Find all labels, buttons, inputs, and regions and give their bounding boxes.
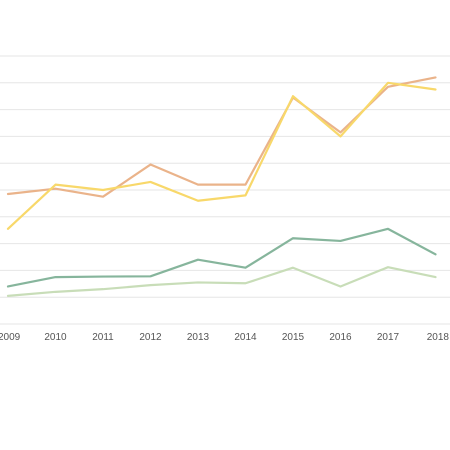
series-line-3 <box>6 266 437 297</box>
series-line-2 <box>6 227 437 288</box>
x-tick-label: 2018 <box>427 332 450 343</box>
series-lines <box>6 76 437 297</box>
x-tick-label: 2017 <box>377 332 400 343</box>
x-tick-label: 2015 <box>282 332 305 343</box>
series-0 <box>6 76 437 198</box>
x-axis-ticks: 2009 2010 2011 2012 2013 2014 2015 2016 2017 2018 <box>0 332 449 343</box>
series-3 <box>6 266 437 297</box>
gridlines <box>0 55 450 325</box>
series-line-0 <box>6 76 437 198</box>
series-line-1 <box>6 81 437 230</box>
x-tick-label: 2016 <box>329 332 352 343</box>
series-2 <box>6 227 437 288</box>
x-tick-label: 2010 <box>44 332 67 343</box>
x-tick-label: 2012 <box>139 332 162 343</box>
x-tick-label: 2009 <box>0 332 21 343</box>
series-1 <box>6 81 437 230</box>
x-tick-label: 2013 <box>187 332 210 343</box>
x-tick-label: 2014 <box>234 332 257 343</box>
x-tick-label: 2011 <box>92 332 114 343</box>
